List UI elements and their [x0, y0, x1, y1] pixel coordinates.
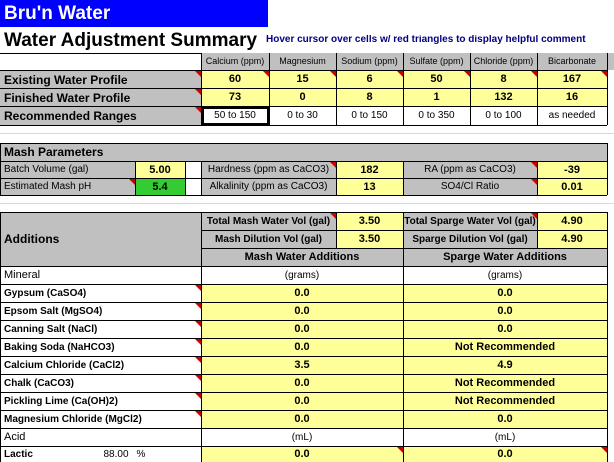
sparge-grams-unit: (grams)	[487, 269, 523, 281]
mash-dilution-value[interactable]: 3.50	[358, 233, 381, 245]
mineral-epsom-label: Epsom Salt (MgSO4)	[4, 305, 103, 317]
mineral-pickling-lime-label: Pickling Lime (Ca(OH)2)	[4, 395, 118, 407]
col-header-sodium: Sodium (ppm)	[341, 56, 398, 66]
page-title: Water Adjustment Summary	[4, 31, 258, 50]
existing-bicarbonate[interactable]: 167	[562, 73, 582, 85]
hardness-value: 182	[360, 163, 379, 176]
chalk-sparge-value: Not Recommended	[454, 377, 556, 389]
hardness-label: Hardness (ppm as CaCO3)	[207, 164, 330, 175]
recommended-ranges-label: Recommended Ranges	[4, 109, 137, 123]
sparge-dilution-label: Sparge Dilution Vol (gal)	[412, 233, 528, 245]
acid-label: Acid	[4, 431, 26, 443]
lactic-label: Lactic	[4, 448, 33, 460]
range-chloride: 0 to 100	[485, 110, 522, 121]
lactic-mash-value[interactable]: 0.0	[294, 448, 310, 460]
mineral-chalk-label: Chalk (CaCO3)	[4, 377, 75, 389]
epsom-sparge-value[interactable]: 0.0	[497, 305, 513, 317]
total-mash-vol-label: Total Mash Water Vol (gal)	[206, 215, 331, 227]
gypsum-sparge-value[interactable]: 0.0	[497, 287, 513, 299]
finished-sulfate: 1	[433, 91, 440, 103]
mineral-label: Mineral	[4, 269, 41, 281]
app-title-bar	[0, 0, 268, 27]
mineral-canning-salt-label: Canning Salt (NaCl)	[4, 323, 98, 335]
calcium-chloride-sparge-value[interactable]: 4.9	[497, 359, 513, 371]
selected-cell[interactable]	[202, 107, 269, 125]
mash-ph-value: 5.4	[152, 180, 168, 193]
lactic-percent-sign: %	[136, 448, 146, 460]
total-sparge-vol-value[interactable]: 4.90	[561, 215, 583, 227]
gypsum-mash-value[interactable]: 0.0	[294, 287, 310, 299]
hover-hint: Hover cursor over cells w/ red triangles…	[266, 35, 586, 45]
lactic-sparge-value[interactable]: 0.0	[497, 448, 513, 460]
so4cl-value: 0.01	[561, 180, 583, 193]
existing-sulfate[interactable]: 50	[430, 73, 443, 85]
finished-calcium: 73	[228, 91, 242, 103]
mash-parameters-header-bar	[0, 143, 607, 161]
mineral-baking-soda-label: Baking Soda (NaHCO3)	[4, 341, 115, 353]
range-calcium: 50 to 150	[214, 110, 256, 121]
mineral-magnesium-chloride-label: Magnesium Chloride (MgCl2)	[4, 413, 142, 425]
col-header-sulfate: Sulfate (ppm)	[409, 56, 464, 66]
sparge-additions-header: Sparge Water Additions	[443, 251, 567, 263]
app-title: Bru'n Water	[4, 4, 111, 23]
existing-profile-label: Existing Water Profile	[4, 72, 128, 87]
finished-sodium: 8	[366, 91, 373, 103]
ra-value: -39	[564, 163, 580, 176]
mash-additions-header: Mash Water Additions	[244, 251, 360, 263]
existing-chloride[interactable]: 8	[500, 73, 507, 85]
col-header-magnesium: Magnesium	[279, 56, 326, 66]
canning-salt-sparge-value[interactable]: 0.0	[497, 323, 513, 335]
range-magnesium: 0 to 30	[287, 110, 318, 121]
range-sodium: 0 to 150	[351, 110, 388, 121]
additions-header: Additions	[4, 232, 60, 246]
alkalinity-label: Alkalinity (ppm as CaCO3)	[209, 181, 328, 192]
mash-parameters-header: Mash Parameters	[4, 145, 104, 159]
existing-sodium[interactable]: 6	[366, 73, 373, 85]
total-sparge-vol-label: Total Sparge Water Vol (gal)	[404, 215, 536, 227]
existing-calcium[interactable]: 60	[228, 73, 242, 85]
pickling-lime-mash-value[interactable]: 0.0	[294, 395, 310, 407]
col-header-chloride: Chloride (ppm)	[473, 56, 534, 66]
sparge-ml-unit: (mL)	[494, 431, 516, 443]
mash-grams-unit: (grams)	[284, 269, 320, 281]
baking-soda-mash-value[interactable]: 0.0	[294, 341, 310, 353]
range-sulfate: 0 to 350	[418, 110, 455, 121]
existing-magnesium[interactable]: 15	[296, 73, 309, 85]
mineral-calcium-chloride-label: Calcium Chloride (CaCl2)	[4, 359, 125, 371]
mash-dilution-label: Mash Dilution Vol (gal)	[214, 233, 323, 245]
epsom-mash-value[interactable]: 0.0	[294, 305, 310, 317]
ra-label: RA (ppm as CaCO3)	[424, 164, 516, 175]
so4cl-label: SO4/Cl Ratio	[440, 181, 500, 192]
finished-bicarbonate: 16	[565, 91, 579, 103]
batch-volume-label: Batch Volume (gal)	[4, 164, 89, 175]
total-mash-vol-value[interactable]: 3.50	[358, 215, 381, 227]
col-header-calcium: Calcium (ppm)	[205, 56, 265, 66]
pickling-lime-sparge-value: Not Recommended	[454, 395, 556, 407]
baking-soda-sparge-value: Not Recommended	[454, 341, 556, 353]
magnesium-chloride-mash-value[interactable]: 0.0	[294, 413, 310, 425]
alkalinity-value: 13	[363, 180, 376, 193]
finished-chloride: 132	[494, 91, 513, 103]
mineral-gypsum-label: Gypsum (CaSO4)	[4, 287, 87, 299]
mash-ml-unit: (mL)	[291, 431, 313, 443]
finished-magnesium: 0	[299, 91, 306, 103]
chalk-mash-value[interactable]: 0.0	[294, 377, 310, 389]
canning-salt-mash-value[interactable]: 0.0	[294, 323, 310, 335]
lactic-percent-value[interactable]: 88.00	[103, 448, 129, 460]
mash-ph-label: Estimated Mash pH	[4, 181, 92, 192]
batch-volume-value[interactable]: 5.00	[149, 163, 171, 176]
calcium-chloride-mash-value[interactable]: 3.5	[294, 359, 310, 371]
range-bicarbonate: as needed	[548, 110, 596, 121]
col-header-bicarbonate: Bicarbonate	[547, 56, 597, 66]
finished-profile-label: Finished Water Profile	[4, 90, 131, 105]
magnesium-chloride-sparge-value[interactable]: 0.0	[497, 413, 513, 425]
sparge-dilution-value[interactable]: 4.90	[561, 233, 583, 245]
